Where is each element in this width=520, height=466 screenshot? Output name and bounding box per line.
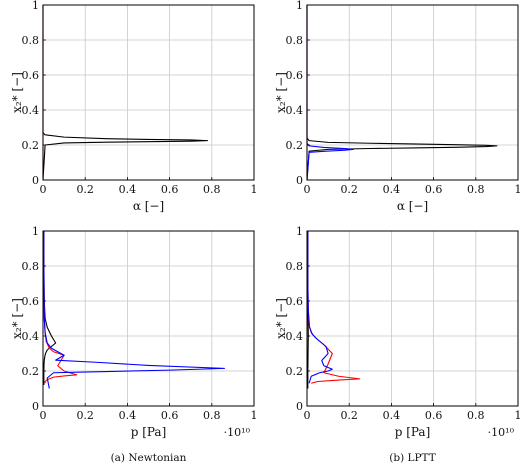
panel-2-y-axis-label: x₂* [−] — [274, 72, 288, 113]
panel-4-x-tick-label: 1 — [515, 409, 520, 422]
panel-4-x-exponent: ·10¹⁰ — [488, 426, 515, 439]
panel-3-x-tick-label: 0.6 — [161, 409, 179, 422]
panel-3-x-tick-label: 0.4 — [119, 409, 137, 422]
panel-3-y-tick-label: 0.4 — [22, 330, 40, 343]
panel-4-x-tick-label: 0.4 — [383, 409, 401, 422]
panel-2-x-tick-label: 0.4 — [383, 183, 401, 196]
panel-3-y-tick-label: 0 — [32, 400, 39, 413]
panel-3-caption: (a) Newtonian — [111, 452, 187, 464]
panel-4-y-axis-label: x₂* [−] — [274, 298, 288, 339]
panel-2-y-tick-label: 0.8 — [286, 34, 304, 47]
panel-2-x-tick-label: 0.8 — [467, 183, 485, 196]
panel-4-x-axis-label: p [Pa] — [395, 425, 431, 439]
panel-3-x-exponent: ·10¹⁰ — [224, 426, 251, 439]
panel-2-y-tick-label: 1 — [296, 0, 303, 12]
panel-1-series-1-line — [42, 5, 209, 181]
panel-1-x-axis-label: α [−] — [133, 199, 164, 213]
panel-1-y-tick-label: 0.2 — [22, 139, 40, 152]
panel-4-y-tick-label: 1 — [296, 225, 303, 238]
panel-1-x-tick-label: 0 — [40, 183, 47, 196]
panel-2-axes-frame — [306, 4, 519, 181]
panel-1-x-tick-label: 0.6 — [161, 183, 179, 196]
panel-2-series-1-line — [306, 5, 498, 181]
panel-2-x-tick-label: 0.2 — [340, 183, 358, 196]
panel-4-y-tick-label: 0.2 — [286, 365, 304, 378]
panel-1-y-tick-label: 0.8 — [22, 34, 40, 47]
panel-1-y-axis-label: x₂* [−] — [10, 72, 24, 113]
panel-2-x-axis-label: α [−] — [397, 199, 428, 213]
panel-2-x-tick-label: 0.6 — [425, 183, 443, 196]
panel-1-y-tick-label: 0.4 — [22, 104, 40, 117]
panel-2-y-tick-label: 0.6 — [286, 69, 304, 82]
panel-3-y-tick-label: 0.2 — [22, 365, 40, 378]
panel-4-y-tick-label: 0 — [296, 400, 303, 413]
panel-2-x-tick-label: 0 — [304, 183, 311, 196]
panel-1-x-tick-label: 0.2 — [76, 183, 94, 196]
panel-4-series-2-line — [307, 231, 361, 384]
panel-3-y-axis-label: x₂* [−] — [10, 298, 24, 339]
panel-1-y-tick-label: 0 — [32, 174, 39, 187]
panel-4-series-3-line — [307, 231, 333, 384]
panel-1-axes-frame — [42, 4, 255, 181]
panel-1-x-tick-label: 1 — [251, 183, 258, 196]
panel-3-x-tick-label: 0.2 — [76, 409, 94, 422]
panel-3-series-1-line — [43, 231, 57, 385]
panel-3-x-tick-label: 0.8 — [203, 409, 221, 422]
panel-4-x-tick-label: 0.8 — [467, 409, 485, 422]
panel-3-y-tick-label: 0.8 — [22, 260, 40, 273]
panel-4-x-tick-label: 0.2 — [340, 409, 358, 422]
panel-4-axes-frame — [306, 230, 519, 407]
panel-3-series-3-line — [43, 231, 226, 389]
panel-4-y-tick-label: 0.4 — [286, 330, 304, 343]
panel-4-x-tick-label: 0.6 — [425, 409, 443, 422]
panel-4-y-tick-label: 0.8 — [286, 260, 304, 273]
panel-2-series-2-line — [306, 5, 354, 181]
panel-2-x-tick-label: 1 — [515, 183, 520, 196]
panel-3-x-tick-label: 0 — [40, 409, 47, 422]
panel-3-x-axis-label: p [Pa] — [131, 425, 167, 439]
panel-1-y-tick-label: 1 — [32, 0, 39, 12]
panel-4-caption: (b) LPTT — [389, 452, 436, 464]
panel-2-y-tick-label: 0 — [296, 174, 303, 187]
panel-1-y-tick-label: 0.6 — [22, 69, 40, 82]
panel-3-axes-frame — [42, 230, 255, 407]
panel-1-x-tick-label: 0.8 — [203, 183, 221, 196]
panel-4-y-tick-label: 0.6 — [286, 295, 304, 308]
panel-2-y-tick-label: 0.2 — [286, 139, 304, 152]
panel-1-x-tick-label: 0.4 — [119, 183, 137, 196]
panel-2-y-tick-label: 0.4 — [286, 104, 304, 117]
panel-4-x-tick-label: 0 — [304, 409, 311, 422]
panel-3-y-tick-label: 1 — [32, 225, 39, 238]
panel-3-x-tick-label: 1 — [251, 409, 258, 422]
panel-3-y-tick-label: 0.6 — [22, 295, 40, 308]
